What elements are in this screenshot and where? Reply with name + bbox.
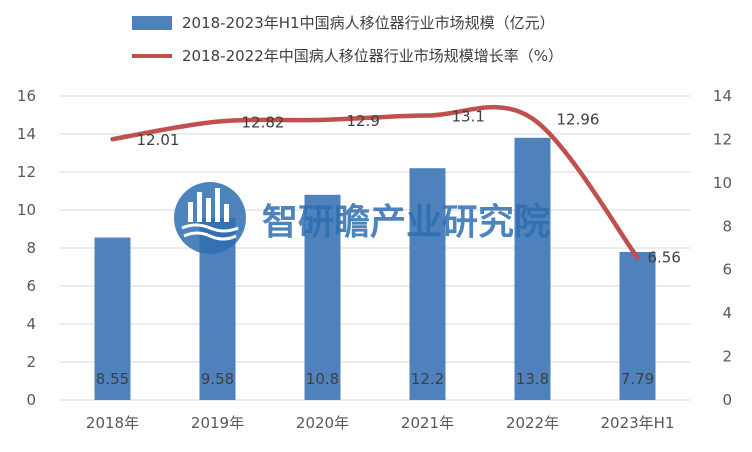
x-tick-label: 2020年 bbox=[296, 414, 349, 432]
right-y-axis: 0 2 4 6 8 10 12 14 bbox=[713, 87, 732, 409]
right-tick-label: 0 bbox=[722, 391, 732, 409]
left-tick-label: 10 bbox=[17, 201, 36, 219]
left-tick-label: 12 bbox=[17, 163, 36, 181]
left-tick-label: 4 bbox=[26, 315, 36, 333]
left-tick-label: 14 bbox=[17, 125, 36, 143]
right-tick-label: 2 bbox=[722, 348, 732, 366]
x-tick-label: 2022年 bbox=[506, 414, 559, 432]
bar bbox=[619, 251, 656, 400]
x-tick-label: 2019年 bbox=[191, 414, 244, 432]
zhiyanzhan-logo-icon bbox=[174, 182, 246, 254]
bars bbox=[94, 137, 656, 401]
bar bbox=[514, 137, 551, 401]
watermark: 智研瞻产业研究院 bbox=[174, 182, 550, 254]
left-tick-label: 2 bbox=[26, 353, 36, 371]
bar bbox=[94, 237, 131, 400]
legend-label-growth-rate: 2018-2022年中国病人移位器行业市场规模增长率（%） bbox=[182, 47, 563, 65]
bar-data-labels: 8.55 9.58 10.8 12.2 13.8 7.79 bbox=[96, 370, 654, 388]
line-value-label: 12.9 bbox=[347, 112, 380, 130]
right-tick-label: 14 bbox=[713, 87, 732, 105]
bar-value-label: 7.79 bbox=[621, 370, 654, 388]
bar-value-label: 8.55 bbox=[96, 370, 129, 388]
line-value-label: 12.96 bbox=[557, 111, 600, 129]
left-y-axis: 0 2 4 6 8 10 12 14 16 bbox=[17, 87, 36, 409]
left-tick-label: 16 bbox=[17, 87, 36, 105]
line-value-label: 12.82 bbox=[242, 114, 285, 132]
right-tick-label: 4 bbox=[722, 304, 732, 322]
legend: 2018-2023年H1中国病人移位器行业市场规模（亿元） 2018-2022年… bbox=[132, 14, 563, 65]
left-tick-label: 8 bbox=[26, 239, 36, 257]
right-tick-label: 12 bbox=[713, 130, 732, 148]
left-tick-label: 0 bbox=[26, 391, 36, 409]
growth-rate-line bbox=[110, 104, 640, 260]
right-tick-label: 6 bbox=[722, 261, 732, 279]
legend-swatch-bar bbox=[132, 16, 172, 30]
bar-value-label: 13.8 bbox=[516, 370, 549, 388]
line-value-label: 13.1 bbox=[452, 108, 485, 126]
bar-value-label: 9.58 bbox=[201, 370, 234, 388]
watermark-text: 智研瞻产业研究院 bbox=[262, 202, 550, 243]
line-data-labels: 12.01 12.82 12.9 13.1 12.96 6.56 bbox=[137, 108, 681, 267]
bar bbox=[409, 168, 446, 400]
x-axis: 2018年 2019年 2020年 2021年 2022年 2023年H1 bbox=[86, 414, 675, 432]
x-tick-label: 2021年 bbox=[401, 414, 454, 432]
bar-value-label: 10.8 bbox=[306, 370, 339, 388]
bar bbox=[304, 194, 341, 400]
x-tick-label: 2023年H1 bbox=[601, 414, 675, 432]
line-value-label: 12.01 bbox=[137, 131, 180, 149]
left-tick-label: 6 bbox=[26, 277, 36, 295]
gridlines bbox=[60, 95, 690, 401]
x-tick-label: 2018年 bbox=[86, 414, 139, 432]
line-value-label: 6.56 bbox=[648, 249, 681, 267]
right-tick-label: 10 bbox=[713, 174, 732, 192]
bar-value-label: 12.2 bbox=[411, 370, 444, 388]
legend-label-market-size: 2018-2023年H1中国病人移位器行业市场规模（亿元） bbox=[182, 14, 555, 32]
right-tick-label: 8 bbox=[722, 217, 732, 235]
